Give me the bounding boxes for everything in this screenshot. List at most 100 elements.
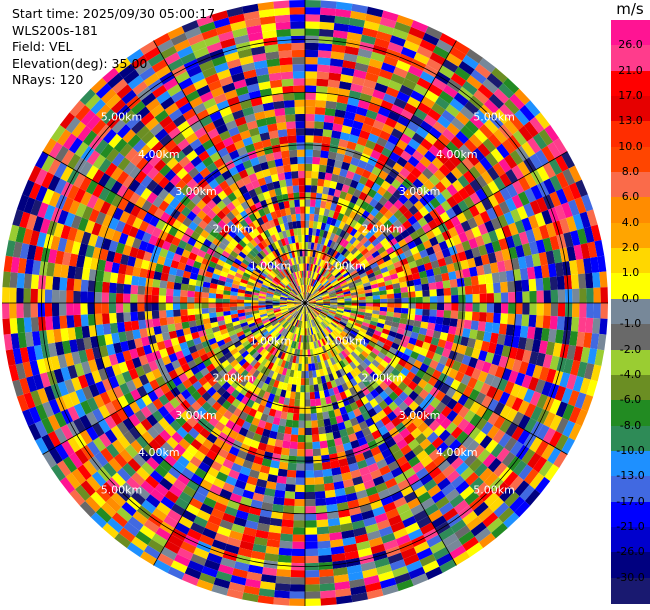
velocity-cell [377, 246, 386, 255]
velocity-cell [252, 312, 260, 317]
velocity-cell [451, 414, 464, 427]
velocity-cell [298, 278, 302, 286]
velocity-cell [169, 420, 182, 432]
velocity-cell [487, 133, 502, 149]
velocity-cell [174, 404, 186, 416]
velocity-cell [259, 465, 271, 475]
velocity-cell [268, 130, 279, 139]
velocity-cell [345, 262, 353, 270]
velocity-cell [451, 360, 462, 372]
velocity-cell [380, 303, 388, 308]
velocity-cell [285, 476, 296, 485]
velocity-cell [283, 338, 289, 346]
velocity-cell [313, 355, 318, 364]
velocity-cell [575, 409, 588, 427]
velocity-cell [105, 93, 122, 109]
velocity-cell [287, 305, 295, 308]
velocity-cell [424, 461, 438, 474]
velocity-cell [441, 464, 456, 478]
velocity-cell [190, 400, 202, 412]
velocity-cell [105, 497, 122, 513]
velocity-cell [173, 443, 186, 456]
velocity-cell [453, 443, 467, 457]
velocity-cell [264, 352, 272, 361]
velocity-cell [283, 505, 295, 514]
velocity-cell [102, 522, 119, 539]
velocity-cell [390, 104, 404, 116]
velocity-cell [67, 405, 80, 422]
velocity-cell [274, 158, 284, 167]
velocity-cell [292, 64, 305, 72]
velocity-cell [164, 204, 176, 216]
velocity-cell [496, 333, 506, 346]
velocity-cell [299, 320, 303, 329]
velocity-cell [285, 267, 291, 275]
velocity-cell [326, 350, 333, 359]
velocity-cell [354, 336, 363, 344]
velocity-cell [238, 169, 249, 179]
velocity-cell [2, 287, 10, 303]
velocity-cell [407, 183, 419, 195]
velocity-cell [335, 8, 352, 18]
velocity-cell [587, 241, 598, 258]
velocity-cell [474, 482, 490, 497]
velocity-cell [341, 161, 351, 171]
velocity-cell [233, 362, 242, 372]
velocity-cell [512, 325, 522, 338]
velocity-cell [298, 306, 303, 313]
velocity-cell [350, 257, 358, 265]
velocity-cell [309, 320, 313, 328]
velocity-cell [249, 204, 258, 214]
velocity-cell [335, 102, 348, 112]
velocity-cell [433, 169, 446, 182]
velocity-cell [194, 255, 204, 264]
velocity-cell [315, 296, 323, 300]
velocity-cell [153, 325, 162, 335]
velocity-cell [365, 486, 378, 497]
velocity-cell [189, 455, 203, 468]
velocity-cell [283, 200, 290, 209]
velocity-cell [57, 209, 69, 225]
velocity-cell [363, 516, 377, 527]
velocity-cell [270, 329, 277, 337]
velocity-cell [464, 248, 474, 260]
velocity-cell [92, 437, 106, 452]
velocity-cell [403, 209, 414, 220]
velocity-cell [329, 65, 343, 75]
velocity-cell [279, 57, 293, 66]
velocity-cell [392, 282, 401, 290]
velocity-cell [421, 341, 431, 351]
velocity-cell [260, 413, 269, 422]
velocity-cell [64, 212, 76, 227]
velocity-cell [555, 171, 569, 189]
velocity-cell [455, 111, 470, 126]
velocity-cell [244, 343, 253, 351]
velocity-cell [284, 426, 292, 435]
velocity-cell [337, 399, 345, 409]
velocity-cell [309, 349, 314, 357]
velocity-cell [390, 466, 404, 478]
velocity-cell [524, 100, 541, 117]
velocity-cell [355, 356, 364, 365]
velocity-cell [380, 359, 389, 369]
velocity-cell [16, 287, 24, 303]
velocity-cell [173, 39, 191, 53]
velocity-cell [504, 491, 520, 508]
velocity-cell [291, 281, 296, 288]
velocity-cell [509, 440, 524, 456]
velocity-cell [360, 350, 369, 359]
velocity-cell [252, 543, 267, 554]
velocity-cell [335, 288, 343, 293]
velocity-cell [491, 272, 501, 284]
velocity-cell [233, 340, 242, 348]
velocity-cell [210, 508, 225, 520]
velocity-cell [298, 356, 303, 364]
velocity-cell [557, 303, 566, 317]
velocity-cell [252, 433, 262, 443]
velocity-cell [214, 263, 224, 271]
velocity-cell [372, 303, 381, 307]
velocity-cell [279, 299, 287, 302]
velocity-cell [305, 328, 307, 336]
velocity-cell [329, 332, 337, 340]
velocity-cell [397, 345, 407, 354]
